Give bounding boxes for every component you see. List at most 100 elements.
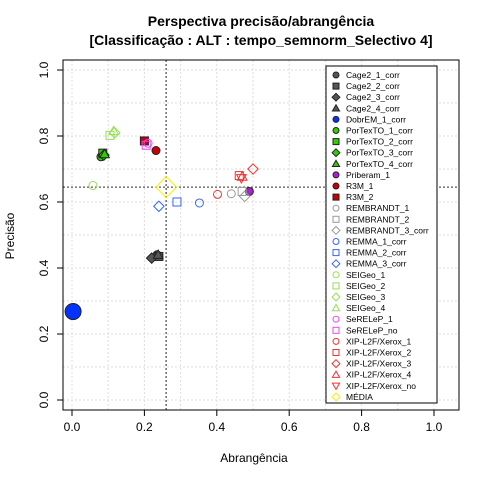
data-points [64, 125, 259, 321]
legend-marker [332, 315, 340, 323]
legend-label: REMBRANDT_2 [346, 214, 410, 224]
legend-label: XIP-L2F/Xerox_4 [346, 370, 411, 380]
legend-marker [332, 127, 340, 134]
legend-label: PorTexTO_2_corr [346, 137, 413, 147]
legend-marker [331, 159, 341, 167]
legend-label: SEIGeo_2 [346, 281, 385, 291]
legend-label: Cage2_4_corr [346, 103, 400, 113]
legend-label: XIP-L2F/Xerox_1 [346, 336, 411, 346]
legend-box [325, 65, 438, 404]
x-tick-label: 0.4 [208, 420, 225, 434]
data-point [64, 303, 82, 321]
legend-label: PorTexTO_4_corr [346, 159, 413, 169]
legend-label: Cage2_1_corr [346, 70, 400, 80]
data-point [143, 138, 153, 148]
legend-label: PorTexTO_1_corr [346, 126, 413, 136]
legend-marker [331, 392, 341, 402]
legend: Cage2_1_corrCage2_2_corrCage2_3_corrCage… [325, 65, 438, 404]
legend-label: Priberam_1 [346, 170, 390, 180]
legend-marker [331, 259, 341, 269]
y-axis: 0.0 0.2 0.4 0.6 0.8 1.0 [37, 61, 64, 408]
data-point [235, 174, 248, 185]
legend-label: REMMA_3_corr [346, 259, 407, 269]
data-point [141, 140, 151, 150]
data-point [88, 181, 98, 190]
x-axis: 0.0 0.2 0.4 0.6 0.8 1.0 [64, 409, 443, 434]
legend-marker [332, 138, 340, 146]
data-point [98, 148, 111, 159]
legend-marker [332, 249, 340, 257]
y-tick-label: 0.4 [37, 259, 51, 276]
data-point [247, 163, 259, 175]
legend-marker [332, 82, 340, 90]
data-point [236, 170, 248, 181]
data-point [237, 186, 247, 196]
data-point [172, 197, 182, 207]
data-point [152, 200, 165, 213]
x-tick-label: 0.8 [353, 420, 370, 434]
legend-label: Cage2_2_corr [346, 81, 400, 91]
legend-marker [332, 238, 340, 245]
legend-marker [332, 182, 340, 190]
legend-label: PorTexTO_3_corr [346, 148, 413, 158]
legend-marker [331, 92, 341, 102]
legend-marker [331, 292, 341, 302]
legend-marker [332, 271, 340, 279]
legend-marker [331, 225, 341, 236]
legend-label: SEIGeo_4 [346, 303, 385, 313]
legend-label: SeRELeP_no [346, 325, 398, 335]
legend-marker [332, 337, 340, 345]
y-tick-label: 1.0 [37, 61, 51, 78]
legend-label: R3M_2 [346, 192, 374, 202]
data-point [213, 189, 223, 199]
legend-label: DobrEM_1_corr [346, 114, 406, 124]
x-tick-label: 1.0 [426, 420, 443, 434]
legend-marker [331, 370, 341, 378]
legend-marker [332, 349, 340, 356]
legend-label: MÉDIA [346, 392, 373, 402]
data-point [194, 198, 204, 208]
chart-subtitle: [Classificação : ALT : tempo_semnorm_Sel… [89, 32, 432, 48]
legend-marker [332, 193, 340, 201]
legend-label: SeRELeP_1 [346, 314, 393, 324]
legend-label: XIP-L2F/Xerox_no [346, 381, 416, 391]
x-tick-label: 0.2 [136, 420, 153, 434]
legend-label: Cage2_3_corr [346, 92, 400, 102]
legend-label: SEIGeo_3 [346, 292, 385, 302]
y-tick-label: 0.2 [37, 325, 51, 342]
data-point [155, 176, 178, 199]
legend-marker [331, 148, 341, 158]
legend-label: XIP-L2F/Xerox_3 [346, 359, 411, 369]
legend-label: REMBRANDT_1 [346, 203, 410, 213]
x-axis-label: Abrangência [220, 451, 288, 465]
data-point [226, 189, 236, 199]
legend-label: REMMA_2_corr [346, 248, 407, 258]
data-point [107, 125, 120, 136]
y-axis-label: Precisão [3, 212, 17, 259]
data-point [238, 190, 251, 203]
legend-marker [332, 171, 340, 179]
legend-marker [332, 115, 340, 123]
data-point [105, 130, 115, 140]
data-point [152, 248, 164, 259]
data-point [151, 146, 161, 156]
legend-marker [331, 358, 341, 369]
legend-marker [331, 303, 341, 312]
legend-marker [332, 215, 340, 223]
y-tick-label: 0.0 [37, 391, 51, 408]
x-tick-label: 0.6 [281, 420, 298, 434]
legend-label: R3M_1 [346, 181, 374, 191]
legend-label: SEIGeo_1 [346, 270, 385, 280]
legend-label: XIP-L2F/Xerox_2 [346, 348, 411, 358]
legend-marker [331, 103, 341, 112]
legend-marker [331, 382, 341, 391]
legend-label: REMMA_1_corr [346, 237, 407, 247]
legend-marker [332, 326, 340, 334]
legend-label: REMBRANDT_3_corr [346, 225, 429, 235]
legend-marker [332, 204, 340, 212]
legend-marker [332, 282, 340, 290]
x-tick-label: 0.0 [64, 420, 81, 434]
legend-marker [332, 71, 340, 79]
